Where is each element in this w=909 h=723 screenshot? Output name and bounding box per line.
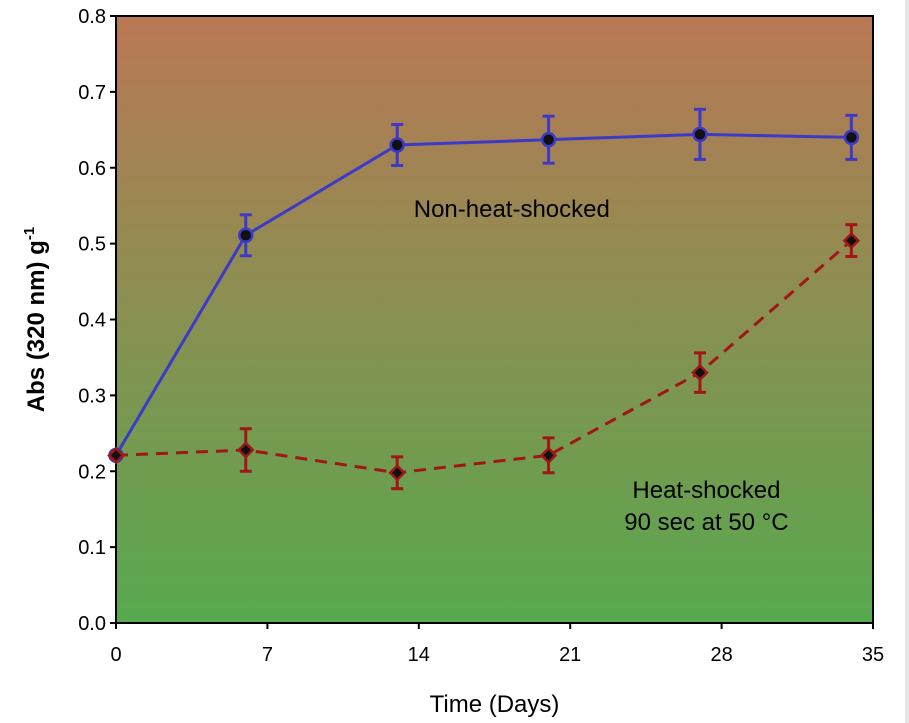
x-tick-label: 35 xyxy=(862,644,884,666)
y-tick-label: 0.0 xyxy=(78,613,106,635)
data-point xyxy=(691,363,709,382)
data-point xyxy=(388,463,406,482)
y-tick-label: 0.8 xyxy=(78,6,106,28)
x-tick-label: 21 xyxy=(559,644,581,666)
data-point xyxy=(539,446,558,465)
series-2 xyxy=(107,223,861,491)
data-point xyxy=(842,231,861,250)
window-edge xyxy=(905,0,909,723)
data-point xyxy=(237,441,255,459)
x-tick-label: 0 xyxy=(110,644,121,666)
data-point xyxy=(107,446,125,465)
y-axis-title: Abs (320 nm) g-1 xyxy=(21,227,50,412)
data-point xyxy=(692,126,708,143)
y-axis-title-superscript: -1 xyxy=(21,227,38,240)
data-point xyxy=(238,227,254,244)
y-tick-label: 0.6 xyxy=(78,158,106,180)
y-tick-label: 0.3 xyxy=(78,385,106,407)
data-point xyxy=(389,137,405,153)
series-line xyxy=(114,132,852,457)
plot-background xyxy=(116,16,873,623)
y-tick-label: 0.2 xyxy=(78,461,106,483)
x-axis-title: Time (Days) xyxy=(430,691,560,718)
series-line xyxy=(115,239,853,475)
x-tick-label: 14 xyxy=(408,644,430,666)
annotation-line: Heat-shocked xyxy=(632,477,780,504)
x-tick-label: 7 xyxy=(262,644,273,666)
axes: 0.0 0.1 0.2 0.3 0.4 0.5 0.6 0.7 0.8 0 7 14 21 28 35 xyxy=(78,6,884,666)
annotation-layer: Non-heat-shocked Heat-shocked 90 sec at 50… xyxy=(414,196,789,536)
y-tick-label: 0.7 xyxy=(78,82,106,104)
y-tick-label: 0.5 xyxy=(78,234,106,256)
annotation-1: Non-heat-shocked xyxy=(414,196,610,223)
data-point xyxy=(843,129,860,146)
series-layer xyxy=(107,107,861,491)
annotation-2: Heat-shocked 90 sec at 50 °C xyxy=(624,477,788,536)
x-tick-label: 28 xyxy=(710,644,732,666)
y-tick-label: 0.1 xyxy=(78,537,106,559)
data-point xyxy=(540,131,557,148)
annotation-line: Non-heat-shocked xyxy=(414,196,610,223)
y-tick-label: 0.4 xyxy=(78,310,106,332)
annotation-line: 90 sec at 50 °C xyxy=(624,509,788,536)
y-axis-title-base: Abs (320 nm) g xyxy=(23,240,50,412)
